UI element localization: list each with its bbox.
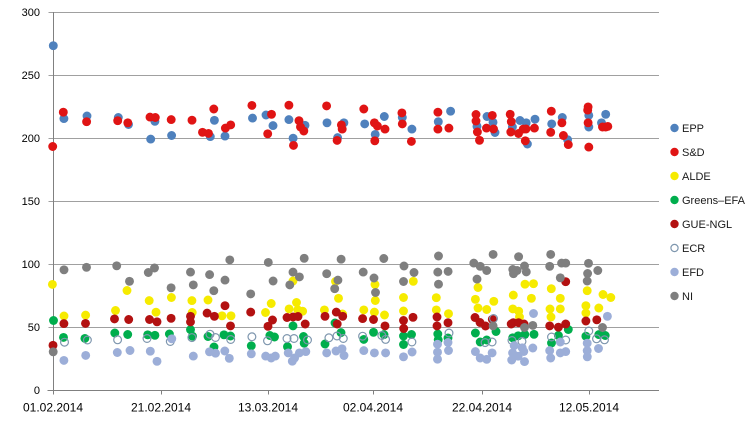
svg-text:ECR: ECR <box>682 243 705 255</box>
svg-text:21.02.2014: 21.02.2014 <box>131 401 191 415</box>
svg-text:02.04.2014: 02.04.2014 <box>343 401 403 415</box>
svg-text:ALDE: ALDE <box>682 171 711 183</box>
svg-text:S&D: S&D <box>682 147 705 159</box>
svg-text:250: 250 <box>22 70 40 82</box>
svg-text:100: 100 <box>22 259 40 271</box>
svg-text:22.04.2014: 22.04.2014 <box>452 401 512 415</box>
svg-text:NI: NI <box>682 291 693 303</box>
svg-text:300: 300 <box>22 7 40 19</box>
svg-text:50: 50 <box>28 322 40 334</box>
svg-text:12.05.2014: 12.05.2014 <box>559 401 619 415</box>
svg-text:200: 200 <box>22 133 40 145</box>
svg-text:01.02.2014: 01.02.2014 <box>23 401 83 415</box>
svg-text:13.03.2014: 13.03.2014 <box>238 401 298 415</box>
svg-text:EPP: EPP <box>682 123 704 135</box>
svg-text:EFD: EFD <box>682 267 704 279</box>
svg-text:0: 0 <box>34 385 40 397</box>
svg-text:GUE-NGL: GUE-NGL <box>682 219 732 231</box>
svg-text:150: 150 <box>22 196 40 208</box>
svg-text:Greens–EFA: Greens–EFA <box>682 195 746 207</box>
